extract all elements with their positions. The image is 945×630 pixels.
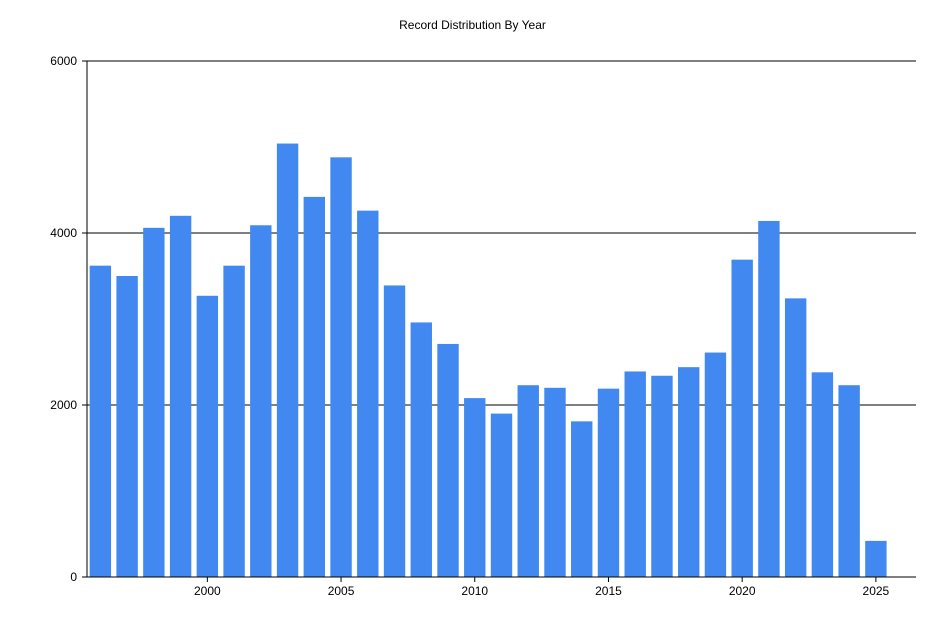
bar [571,421,593,577]
x-tick-label: 2005 [328,584,355,598]
bar [731,259,753,577]
bar [437,343,459,577]
bar [464,398,486,577]
x-tick-label: 2000 [194,584,221,598]
y-tick-label: 2000 [50,398,77,412]
bar [143,227,165,577]
bar [811,372,834,577]
bar [410,322,432,577]
bar [865,540,887,577]
chart-title: Record Distribution By Year [399,18,546,32]
x-tick-label: 2025 [863,584,890,598]
bar [383,285,406,577]
bar [223,265,245,577]
bar [116,276,138,577]
bar [250,225,272,577]
bar [330,157,352,577]
y-tick-label: 0 [70,570,77,584]
bar [490,413,513,577]
bar [517,385,539,577]
bar [704,352,727,577]
bar [196,295,219,577]
y-tick-label: 4000 [50,226,77,240]
bar [677,367,700,577]
bar [276,143,299,577]
bar [758,220,780,577]
bar [651,375,673,577]
x-tick-label: 2010 [461,584,488,598]
bar [89,265,112,577]
bar [784,298,807,577]
bar [544,387,566,577]
bar [597,388,620,577]
bar [303,196,326,577]
x-tick-label: 2020 [729,584,756,598]
bar [357,210,379,577]
bar [838,385,860,577]
y-tick-label: 6000 [50,54,77,68]
x-tick-label: 2015 [595,584,622,598]
bar [169,215,192,578]
bar [624,371,646,577]
